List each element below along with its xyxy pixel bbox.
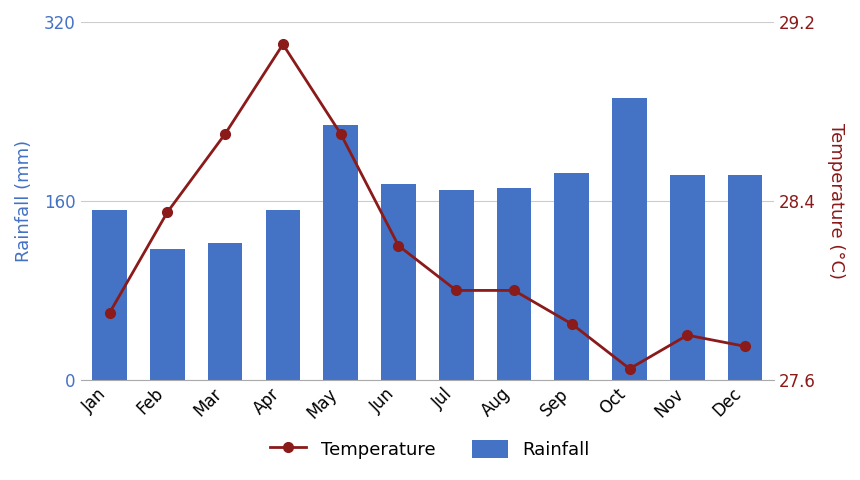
Bar <box>323 125 358 380</box>
Bar <box>439 190 474 380</box>
Bar <box>612 98 647 380</box>
Bar <box>497 188 531 380</box>
Y-axis label: Rainfall (mm): Rainfall (mm) <box>15 140 33 262</box>
Bar <box>150 249 185 380</box>
Bar <box>381 184 416 380</box>
Bar <box>266 210 300 380</box>
Bar <box>670 175 704 380</box>
Bar <box>555 173 589 380</box>
Bar <box>728 175 763 380</box>
Bar <box>208 243 243 380</box>
Legend: Temperature, Rainfall: Temperature, Rainfall <box>263 432 597 466</box>
Bar <box>92 210 127 380</box>
Y-axis label: Temperature (°C): Temperature (°C) <box>827 123 845 279</box>
